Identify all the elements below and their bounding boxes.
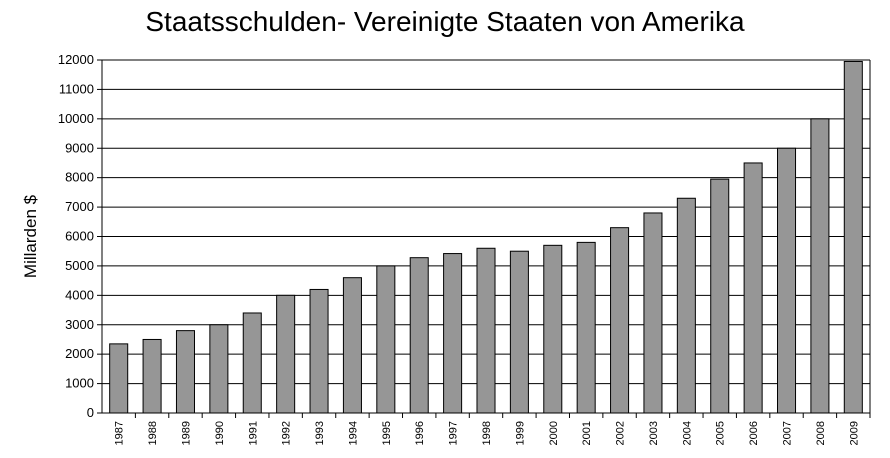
x-tick-label: 2007	[782, 421, 794, 445]
bar	[175, 330, 195, 414]
x-tick-label: 2005	[715, 421, 727, 445]
x-tick-label: 1995	[381, 421, 393, 445]
bar	[276, 294, 296, 414]
y-tick-label: 9000	[65, 140, 94, 155]
y-tick-label: 0	[87, 405, 94, 420]
bar	[376, 265, 396, 414]
y-tick-label: 12000	[58, 52, 94, 67]
y-tick-label: 3000	[65, 317, 94, 332]
y-tick-label: 10000	[58, 111, 94, 126]
x-tick-label: 1988	[147, 421, 159, 445]
y-tick-label: 7000	[65, 199, 94, 214]
x-tick-label: 1993	[314, 421, 326, 445]
bar	[109, 343, 129, 414]
y-tick-label: 5000	[65, 258, 94, 273]
bar	[509, 250, 529, 414]
y-tick-label: 8000	[65, 170, 94, 185]
x-tick-label: 1996	[414, 421, 426, 445]
bar	[443, 253, 463, 414]
x-tick-label: 1991	[247, 421, 259, 445]
y-tick-label: 6000	[65, 229, 94, 244]
x-tick-label: 2003	[648, 421, 660, 445]
bar	[309, 288, 329, 414]
bar	[209, 324, 229, 414]
x-tick-label: 1999	[514, 421, 526, 445]
x-tick-label: 2008	[815, 421, 827, 445]
x-tick-label: 1989	[180, 421, 192, 445]
x-tick-label: 1998	[481, 421, 493, 445]
y-tick-label: 1000	[65, 376, 94, 391]
bar	[710, 178, 730, 414]
x-tick-label: 2004	[681, 421, 693, 445]
bar	[576, 241, 596, 414]
x-tick-label: 2006	[748, 421, 760, 445]
bar	[610, 227, 630, 414]
bar	[342, 277, 362, 414]
bar	[643, 212, 663, 414]
x-tick-label: 2000	[548, 421, 560, 445]
x-tick-label: 1992	[281, 421, 293, 445]
x-tick-label: 1990	[214, 421, 226, 445]
y-tick-label: 11000	[59, 81, 94, 96]
bar	[810, 118, 830, 414]
x-tick-label: 1997	[448, 421, 460, 445]
x-tick-label: 2002	[615, 421, 627, 445]
bar	[777, 147, 797, 414]
y-tick-label: 2000	[65, 346, 94, 361]
y-tick-label: 4000	[65, 287, 94, 302]
bar	[476, 247, 496, 414]
bar	[676, 197, 696, 414]
x-tick-label: 2009	[848, 421, 860, 445]
bar	[142, 338, 162, 414]
bar	[843, 60, 863, 414]
bar	[409, 257, 429, 414]
x-tick-label: 1987	[114, 421, 126, 445]
chart-title: Staatsschulden- Vereinigte Staaten von A…	[145, 6, 745, 37]
bar	[543, 244, 563, 414]
bar	[743, 162, 763, 414]
x-tick-label: 2001	[581, 421, 593, 445]
bar	[242, 312, 262, 414]
y-axis-label: Millarden $	[21, 194, 40, 278]
x-tick-label: 1994	[347, 421, 359, 445]
